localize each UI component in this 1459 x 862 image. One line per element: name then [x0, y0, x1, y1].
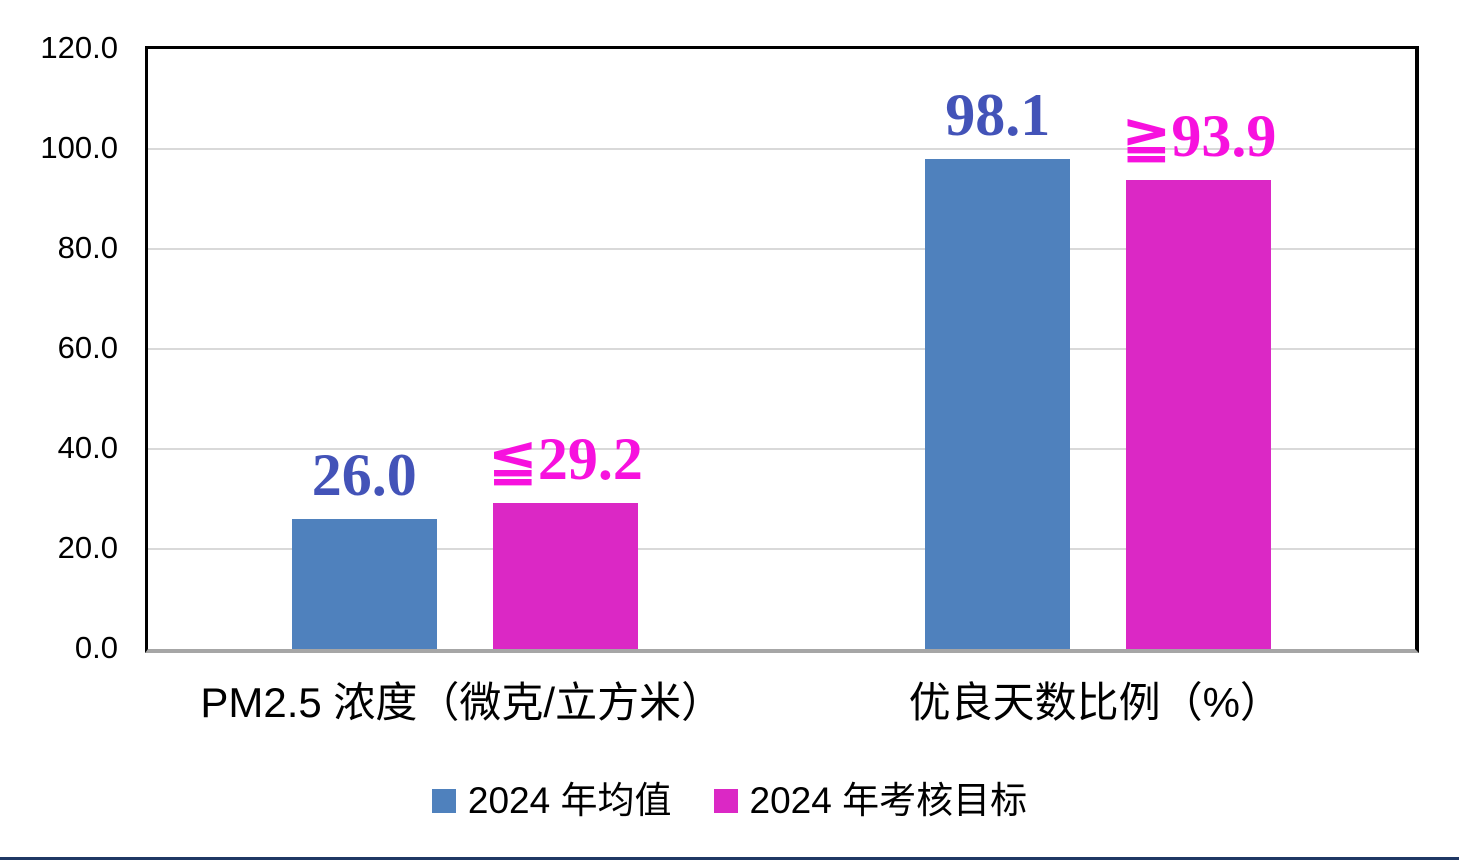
legend-label-average: 2024 年均值 — [467, 780, 672, 821]
legend-label-target: 2024 年考核目标 — [749, 780, 1028, 821]
legend-swatch-average — [431, 788, 456, 813]
data-label-series1-cat2: 98.1 — [945, 81, 1051, 148]
bottom-rule — [0, 857, 1459, 860]
legend-swatch-target — [713, 788, 738, 813]
legend: 2024 年均值 2024 年考核目标 — [0, 782, 1459, 819]
y-tick-120: 120.0 — [40, 30, 118, 65]
y-tick-20: 20.0 — [57, 530, 118, 565]
category-label-pm25: PM2.5 浓度（微克/立方米） — [200, 679, 724, 726]
legend-item-average: 2024 年均值 — [431, 780, 672, 821]
legend-item-target: 2024 年考核目标 — [713, 780, 1028, 821]
plot-area: 26.0 ≦29.2 98.1 ≧93.9 — [145, 46, 1419, 653]
bar-series1-cat2 — [925, 158, 1071, 649]
data-label-series2-cat1: ≦29.2 — [487, 426, 643, 492]
y-tick-80: 80.0 — [57, 230, 118, 265]
gridline-100 — [148, 148, 1415, 150]
gridline-20 — [148, 548, 1415, 550]
gridline-80 — [148, 248, 1415, 250]
data-label-series1-cat1: 26.0 — [311, 442, 417, 508]
y-tick-40: 40.0 — [57, 430, 118, 465]
y-tick-0: 0.0 — [74, 630, 118, 665]
gridline-60 — [148, 348, 1415, 350]
bar-series2-cat2 — [1126, 179, 1272, 649]
y-tick-100: 100.0 — [40, 130, 118, 165]
data-label-series2-cat2: ≧93.9 — [1121, 102, 1277, 169]
bar-series2-cat1 — [492, 503, 638, 649]
y-tick-60: 60.0 — [57, 330, 118, 365]
bar-series1-cat1 — [291, 519, 437, 649]
gridline-40 — [148, 448, 1415, 450]
category-label-good-days: 优良天数比例（%） — [908, 679, 1282, 726]
